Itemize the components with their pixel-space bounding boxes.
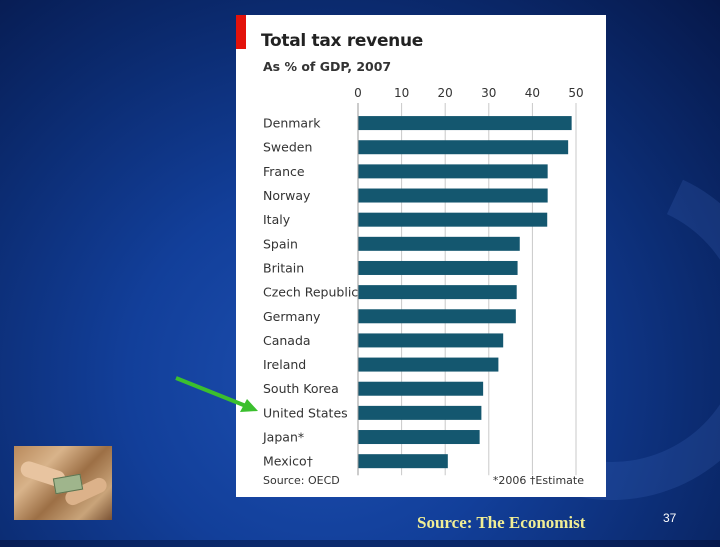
x-tick-label: 50 (568, 86, 583, 100)
x-tick-label: 10 (394, 86, 409, 100)
bar (358, 260, 518, 275)
category-label: South Korea (263, 381, 339, 396)
chart-card: Total tax revenue As % of GDP, 2007 0 10 2… (236, 15, 606, 497)
category-label: Germany (263, 309, 321, 324)
category-label: Mexico† (263, 454, 313, 469)
category-label: Canada (263, 333, 311, 348)
x-tick-label: 20 (438, 86, 453, 100)
chart-subtitle: As % of GDP, 2007 (263, 59, 392, 74)
bar (358, 116, 572, 131)
bar (358, 212, 548, 227)
bar (358, 333, 504, 348)
category-label: Spain (263, 236, 298, 251)
economist-red-tag (236, 15, 246, 49)
category-label: Britain (263, 260, 304, 275)
category-label: Ireland (263, 357, 306, 372)
bar (358, 236, 520, 251)
category-label: United States (263, 405, 348, 420)
x-tick-label: 40 (525, 86, 540, 100)
chart-footnote: *2006 †Estimate (492, 474, 584, 487)
category-label: Japan* (262, 430, 304, 445)
bar (358, 140, 569, 155)
bar (358, 309, 516, 324)
category-label: France (263, 164, 305, 179)
bar (358, 381, 484, 396)
category-label: Sweden (263, 140, 312, 155)
bar-chart: 0 10 20 30 40 50 Denmark Sweden France Norway Ital… (262, 86, 584, 476)
bar (358, 430, 480, 445)
bar (358, 454, 448, 469)
bar (358, 357, 499, 372)
category-label: Italy (263, 212, 291, 227)
arrow-pointer-icon (175, 376, 258, 412)
creation-of-adam-image (14, 446, 112, 520)
bar (358, 188, 548, 203)
chart-source: Source: OECD (263, 474, 340, 487)
bar (358, 285, 517, 300)
slide-page-number: 37 (663, 511, 677, 525)
category-label: Denmark (263, 116, 321, 131)
x-tick-label: 0 (354, 86, 362, 100)
category-label: Czech Republic (263, 285, 358, 300)
category-label: Norway (263, 188, 311, 203)
bar (358, 405, 482, 420)
chart-title: Total tax revenue (261, 31, 424, 51)
x-tick-label: 30 (481, 86, 496, 100)
slide-caption: Source: The Economist (417, 513, 586, 532)
bar (358, 164, 548, 179)
